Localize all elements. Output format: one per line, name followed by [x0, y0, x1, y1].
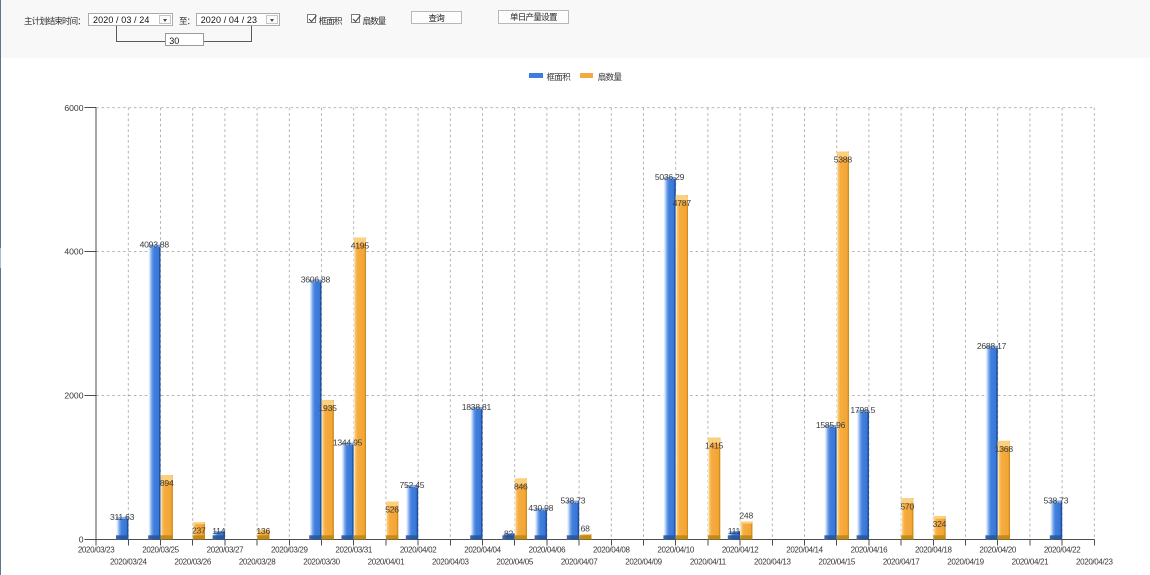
svg-text:4195: 4195 — [351, 241, 370, 251]
svg-text:894: 894 — [160, 478, 174, 488]
svg-text:2020/03/26: 2020/03/26 — [174, 557, 211, 566]
svg-text:2020/04/09: 2020/04/09 — [625, 557, 662, 566]
svg-text:2688.17: 2688.17 — [977, 341, 1007, 351]
svg-text:570: 570 — [900, 501, 914, 511]
svg-text:2020/04/05: 2020/04/05 — [496, 557, 533, 566]
svg-text:538.73: 538.73 — [561, 495, 586, 505]
svg-text:1368: 1368 — [995, 444, 1014, 454]
svg-text:5388: 5388 — [834, 155, 853, 165]
svg-text:2020/04/12: 2020/04/12 — [722, 545, 759, 554]
svg-text:2020/04/18: 2020/04/18 — [915, 545, 952, 554]
svg-text:2020/04/23: 2020/04/23 — [1076, 557, 1113, 566]
svg-text:1838.81: 1838.81 — [462, 402, 492, 412]
svg-text:2020/04/14: 2020/04/14 — [786, 545, 823, 554]
svg-text:324: 324 — [933, 519, 947, 529]
svg-text:2020/04/22: 2020/04/22 — [1044, 545, 1081, 554]
svg-text:3606.88: 3606.88 — [301, 275, 331, 285]
svg-text:2020/04/20: 2020/04/20 — [979, 545, 1016, 554]
svg-text:2020/04/10: 2020/04/10 — [657, 545, 694, 554]
svg-text:2020/04/03: 2020/04/03 — [432, 557, 469, 566]
svg-text:311.63: 311.63 — [110, 512, 135, 522]
svg-text:2020/03/28: 2020/03/28 — [239, 557, 276, 566]
svg-text:1798.5: 1798.5 — [850, 405, 875, 415]
svg-text:248: 248 — [739, 511, 753, 521]
svg-text:1344.95: 1344.95 — [333, 438, 363, 448]
svg-text:2020/04/07: 2020/04/07 — [561, 557, 598, 566]
svg-text:2020/03/27: 2020/03/27 — [207, 545, 244, 554]
svg-text:2020/04/13: 2020/04/13 — [754, 557, 791, 566]
svg-text:2020/04/17: 2020/04/17 — [883, 557, 920, 566]
svg-text:136: 136 — [256, 526, 270, 536]
svg-text:2020/04/16: 2020/04/16 — [851, 545, 888, 554]
svg-text:2020/03/31: 2020/03/31 — [335, 545, 372, 554]
svg-text:6000: 6000 — [64, 103, 83, 113]
svg-text:2020/04/15: 2020/04/15 — [818, 557, 855, 566]
svg-text:68: 68 — [581, 523, 591, 533]
svg-text:2020/04/04: 2020/04/04 — [464, 545, 501, 554]
svg-text:237: 237 — [192, 525, 206, 535]
svg-text:2020/03/23: 2020/03/23 — [78, 545, 115, 554]
svg-text:1415: 1415 — [705, 441, 724, 451]
svg-text:538.73: 538.73 — [1044, 495, 1069, 505]
svg-text:2020/04/06: 2020/04/06 — [529, 545, 566, 554]
svg-text:0: 0 — [79, 534, 84, 544]
svg-text:2020/04/08: 2020/04/08 — [593, 545, 630, 554]
svg-text:526: 526 — [385, 505, 399, 515]
svg-text:5036.29: 5036.29 — [655, 172, 685, 182]
svg-text:82: 82 — [504, 528, 514, 538]
svg-text:2020/04/01: 2020/04/01 — [368, 557, 405, 566]
svg-text:4787: 4787 — [673, 198, 692, 208]
svg-text:4093.88: 4093.88 — [140, 240, 170, 250]
svg-text:114: 114 — [212, 526, 225, 536]
svg-text:2000: 2000 — [64, 391, 83, 401]
svg-text:4000: 4000 — [64, 247, 83, 257]
svg-text:1585.96: 1585.96 — [816, 420, 846, 430]
svg-text:2020/04/02: 2020/04/02 — [400, 545, 437, 554]
svg-text:2020/04/11: 2020/04/11 — [690, 557, 727, 566]
svg-text:111: 111 — [728, 526, 741, 536]
svg-text:2020/03/29: 2020/03/29 — [271, 545, 308, 554]
svg-text:1935: 1935 — [319, 403, 338, 413]
svg-text:2020/04/21: 2020/04/21 — [1012, 557, 1049, 566]
svg-text:846: 846 — [514, 481, 528, 491]
svg-text:2020/04/19: 2020/04/19 — [947, 557, 984, 566]
svg-text:2020/03/30: 2020/03/30 — [303, 557, 340, 566]
svg-text:2020/03/25: 2020/03/25 — [142, 545, 179, 554]
svg-text:430.98: 430.98 — [528, 503, 553, 513]
svg-text:2020/03/24: 2020/03/24 — [110, 557, 147, 566]
svg-text:752.45: 752.45 — [400, 480, 425, 490]
